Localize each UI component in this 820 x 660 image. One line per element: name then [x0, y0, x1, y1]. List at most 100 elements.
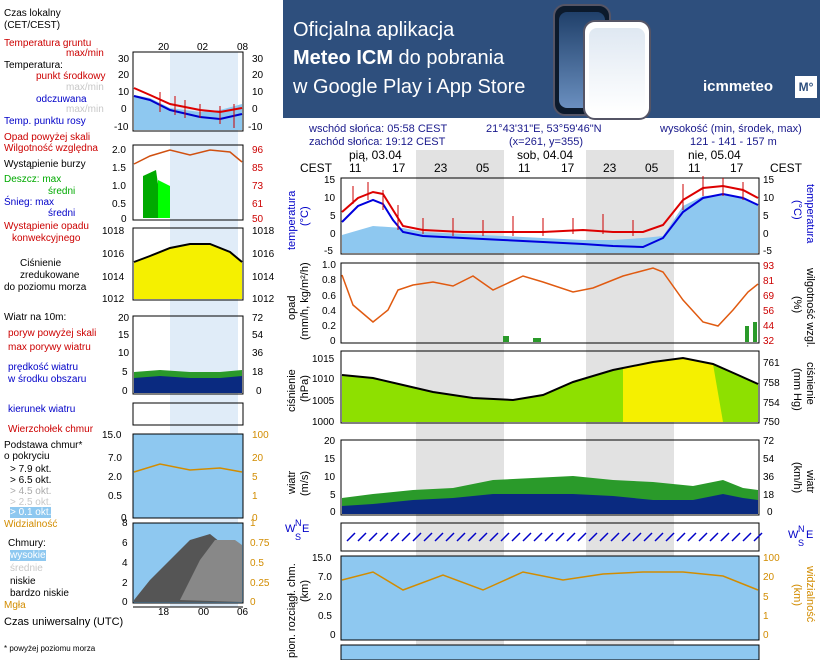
hour-6: 17 [561, 161, 575, 175]
legend-pressure-3: do poziomu morza [4, 282, 87, 293]
pressure-label-r: ciśnienie [804, 362, 816, 405]
wind-tick-1: 15 [324, 454, 336, 465]
compass-e-left: E [302, 523, 310, 535]
hour-9: 11 [688, 161, 701, 175]
legend-precip-tick-1: 1.5 [112, 163, 126, 174]
day-2: sob, 04.04 [517, 148, 574, 162]
legend-visibility: Widzialność [4, 519, 58, 530]
legend-hum-tick-0: 96 [252, 145, 264, 156]
legend-wind-at: Wiatr na 10m: [4, 312, 67, 323]
temp-label-left: temperatura [286, 190, 298, 250]
legend-temp-panel [132, 51, 244, 132]
legend-wind-tick-r4: 0 [256, 386, 262, 397]
cloud-tick-2: 2.0 [318, 592, 332, 603]
legend-temp-tick-r2: 10 [252, 87, 264, 98]
compass-s-left: S [295, 532, 302, 542]
legend-hum-tick-3: 61 [252, 199, 264, 210]
legend-okt-4: > 2.5 okt. [10, 497, 52, 508]
wind-tick-r2: 36 [763, 472, 775, 483]
legend-wind-tick-l4: 0 [122, 386, 128, 397]
press-tick-2: 1005 [312, 396, 335, 407]
grid-position: (x=261, y=355) [509, 136, 583, 148]
compass-s-right: S [798, 538, 805, 548]
legend-pressure-1: Ciśnienie [20, 258, 62, 269]
hum-tick-4: 44 [763, 321, 775, 332]
legend-utc-tick-1: 18 [158, 607, 170, 618]
wind-arrow [676, 532, 686, 542]
temp-unit-right: (°C) [791, 200, 803, 220]
legend-cloud-base-1: Podstawa chmur* [4, 440, 83, 451]
precip-panel [340, 262, 760, 344]
precip-tick-3: 0.4 [322, 306, 336, 317]
vis-unit: (km) [791, 584, 803, 606]
legend-wind-tick-l0: 20 [118, 313, 130, 324]
wind-tick-2: 10 [324, 472, 336, 483]
precip-tick-5: 0 [330, 336, 336, 347]
legend-maxmin-2: max/min [66, 104, 104, 115]
cest-right: CEST [770, 161, 803, 175]
legend-vis-tick-r1: 20 [252, 453, 264, 464]
hour-7: 23 [603, 161, 617, 175]
wind-arrow [709, 532, 719, 542]
legend-wind-dir-panel [132, 402, 244, 426]
wind-arrow [698, 532, 708, 542]
legend-local-tick-3: 08 [237, 42, 249, 53]
legend-temp-tick-l2: 10 [118, 87, 130, 98]
legend-press-tick-l2: 1014 [102, 272, 125, 283]
wind-arrow [566, 532, 576, 542]
hum-tick-5: 32 [763, 336, 775, 347]
wind-arrow [379, 532, 389, 542]
legend-wind-tick-l1: 15 [118, 330, 130, 341]
hour-3: 23 [434, 161, 448, 175]
legend-maxmin-1: max/min [66, 82, 104, 93]
wind-arrow [357, 532, 367, 542]
wind-arrow [346, 532, 356, 542]
app-promo-banner[interactable]: Oficjalna aplikacja Meteo ICM do pobrani… [283, 0, 820, 120]
legend-precip-tick-0: 2.0 [112, 145, 126, 156]
wind-arrow [577, 532, 587, 542]
legend-vis-tick-r4: 0 [252, 513, 258, 524]
temp-label-right: temperatura [804, 184, 816, 244]
press-tick-r3: 750 [763, 417, 780, 428]
legend-cloud-tick-l3: 0.5 [108, 491, 122, 502]
legend-local-tick-1: 20 [158, 42, 170, 53]
wind-tick-r1: 54 [763, 454, 775, 465]
day-1: pią, 03.04 [349, 148, 402, 162]
temp-tick-r4: -5 [763, 246, 772, 257]
hour-1: 11 [349, 161, 362, 175]
wind-arrow [632, 532, 642, 542]
main-meteogram[interactable] [283, 0, 820, 660]
legend-temp-tick-r3: 0 [252, 104, 258, 115]
day-3: nie, 05.04 [688, 148, 741, 162]
legend-precip-above: Opad powyżej skali [4, 132, 91, 143]
legend-wind-tick-l2: 10 [118, 348, 130, 359]
wind-arrow [654, 532, 664, 542]
legend-graphics [132, 51, 244, 608]
compass-w-left: W [285, 523, 296, 535]
pressure-unit-r: (mm Hg) [791, 368, 803, 411]
wind-tick-r0: 72 [763, 436, 775, 447]
wind-arrow [731, 532, 741, 542]
altitude-values: 121 - 141 - 157 m [690, 136, 777, 148]
wind-arrow [500, 532, 510, 542]
wind-arrow [434, 532, 444, 542]
legend-press-tick-l1: 1016 [102, 249, 125, 260]
vis-tick-2: 5 [763, 592, 769, 603]
wind-arrow [390, 532, 400, 542]
legend-press-tick-r2: 1014 [252, 272, 275, 283]
wind-arrow [456, 532, 466, 542]
legend-temp-tick-r4: -10 [248, 122, 263, 133]
legend-okt-1: > 7.9 okt. [10, 464, 52, 475]
wind-arrow [489, 532, 499, 542]
wind-arrow [555, 532, 565, 542]
temp-tick-4: -5 [324, 246, 333, 257]
temp-tick-r1: 10 [763, 193, 775, 204]
hum-tick-0: 93 [763, 261, 775, 272]
wind-panel [340, 439, 760, 516]
legend-cl-tick-1: 6 [122, 538, 128, 549]
wind-arrow [621, 532, 631, 542]
wind-arrow [742, 532, 752, 542]
banner-app-name: Meteo ICM [293, 47, 393, 69]
legend-temperature: Temperatura: [4, 60, 63, 71]
hour-8: 05 [645, 161, 659, 175]
